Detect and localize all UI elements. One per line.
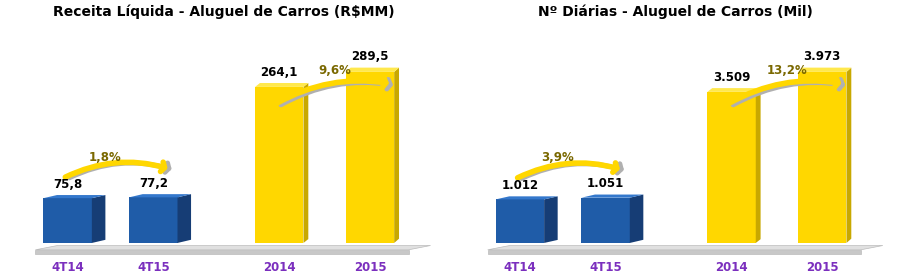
Polygon shape <box>35 246 431 250</box>
Text: 2014: 2014 <box>716 261 748 274</box>
Title: Nº Diárias - Aluguel de Carros (Mil): Nº Diárias - Aluguel de Carros (Mil) <box>539 4 813 19</box>
Text: 1.012: 1.012 <box>502 179 539 192</box>
Text: 4T14: 4T14 <box>51 261 84 274</box>
Text: 264,1: 264,1 <box>261 66 298 79</box>
Text: 9,6%: 9,6% <box>318 64 352 77</box>
Polygon shape <box>177 194 191 243</box>
Bar <box>798 72 847 243</box>
Text: 3,9%: 3,9% <box>541 151 574 164</box>
Polygon shape <box>544 196 557 243</box>
Bar <box>582 198 630 243</box>
Bar <box>129 197 177 243</box>
Polygon shape <box>304 83 308 243</box>
Polygon shape <box>487 250 861 254</box>
Title: Receita Líquida - Aluguel de Carros (R$MM): Receita Líquida - Aluguel de Carros (R$M… <box>52 4 394 19</box>
Polygon shape <box>255 83 308 87</box>
Text: 2014: 2014 <box>263 261 296 274</box>
Text: 3.509: 3.509 <box>713 71 751 84</box>
Polygon shape <box>487 246 883 250</box>
Bar <box>43 198 92 243</box>
Text: 2015: 2015 <box>806 261 839 274</box>
Polygon shape <box>495 196 557 199</box>
Polygon shape <box>756 88 761 243</box>
Text: 13,2%: 13,2% <box>767 64 807 77</box>
Polygon shape <box>630 195 644 243</box>
Bar <box>495 199 544 243</box>
Text: 4T14: 4T14 <box>503 261 537 274</box>
Polygon shape <box>394 68 399 243</box>
Bar <box>708 92 756 243</box>
Text: 2015: 2015 <box>353 261 387 274</box>
Text: 1,8%: 1,8% <box>89 151 122 164</box>
Polygon shape <box>35 250 408 254</box>
Polygon shape <box>798 68 851 72</box>
Polygon shape <box>847 68 851 243</box>
Bar <box>346 72 394 243</box>
Text: 75,8: 75,8 <box>53 178 83 191</box>
Polygon shape <box>129 194 191 197</box>
Text: 3.973: 3.973 <box>804 50 841 63</box>
Text: 4T15: 4T15 <box>137 261 170 274</box>
Polygon shape <box>708 88 761 92</box>
Text: 77,2: 77,2 <box>138 177 168 190</box>
Text: 1.051: 1.051 <box>587 177 624 190</box>
Polygon shape <box>92 195 105 243</box>
Bar <box>255 87 304 243</box>
Polygon shape <box>43 195 105 198</box>
Polygon shape <box>346 68 399 72</box>
Polygon shape <box>582 195 644 198</box>
Text: 289,5: 289,5 <box>352 50 388 63</box>
Text: 4T15: 4T15 <box>589 261 622 274</box>
